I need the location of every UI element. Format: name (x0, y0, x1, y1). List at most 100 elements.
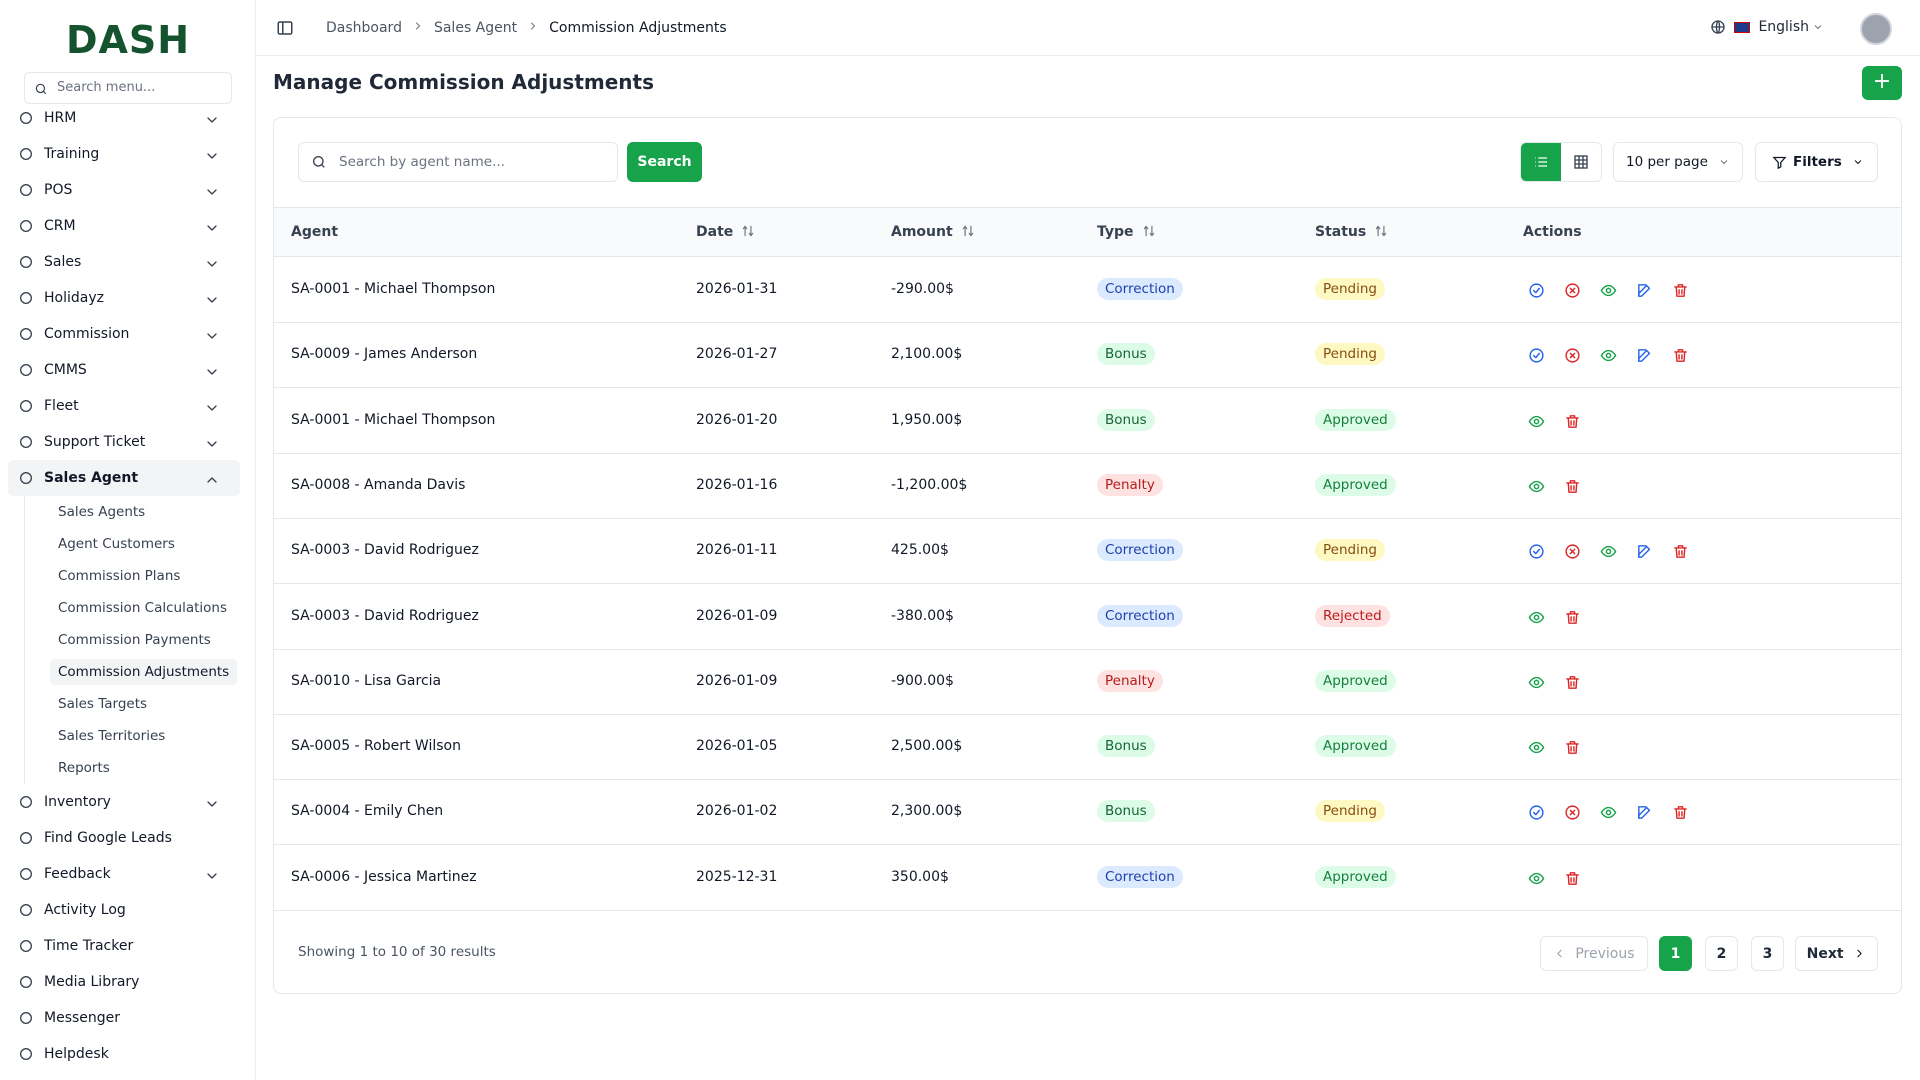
nav-subitem[interactable]: Sales Agents (24, 496, 240, 528)
previous-button[interactable]: Previous (1540, 936, 1648, 971)
column-label: Agent (291, 224, 339, 240)
nav-item[interactable]: CMMS (8, 352, 240, 388)
action-del[interactable] (1672, 282, 1689, 299)
action-del[interactable] (1672, 347, 1689, 364)
breadcrumb[interactable]: Dashboard (326, 19, 402, 36)
nav-item[interactable]: Helpdesk (8, 1036, 240, 1072)
list-view[interactable] (1521, 143, 1561, 181)
table-row: SA-0003 - David Rodriguez 2026-01-11 425.0… (274, 519, 1901, 585)
nav-item[interactable]: Commission (8, 316, 240, 352)
nav-subitem[interactable]: Commission Adjustments (24, 656, 240, 688)
action-view[interactable] (1600, 804, 1617, 821)
action-del[interactable] (1672, 804, 1689, 821)
action-view[interactable] (1528, 478, 1545, 495)
nav-subitem[interactable]: Commission Payments (24, 624, 240, 656)
nav-item[interactable]: Find Google Leads (8, 820, 240, 856)
action-reject[interactable] (1564, 347, 1581, 364)
menu-search[interactable]: Search menu... (24, 72, 232, 104)
column-header[interactable]: Type (1097, 224, 1156, 242)
previous-label: Previous (1575, 945, 1635, 962)
status-badge: Approved (1315, 669, 1396, 692)
breadcrumb[interactable]: Sales Agent (433, 19, 518, 36)
nav-subitem[interactable]: Commission Plans (24, 560, 240, 592)
action-del[interactable] (1564, 413, 1581, 430)
nav-item[interactable]: Sales (8, 244, 240, 280)
action-del[interactable] (1564, 870, 1581, 887)
nav-item[interactable]: Time Tracker (8, 928, 240, 964)
nav-subitem[interactable]: Commission Calculations (24, 592, 240, 624)
results-summary: Showing 1 to 10 of 30 results (298, 944, 496, 960)
action-reject[interactable] (1564, 543, 1581, 560)
nav-item[interactable]: Media Library (8, 964, 240, 1000)
action-view[interactable] (1528, 609, 1545, 626)
action-view[interactable] (1528, 674, 1545, 691)
nav-item[interactable]: Messenger (8, 1000, 240, 1036)
page-button[interactable]: 3 (1751, 936, 1784, 971)
action-del[interactable] (1564, 674, 1581, 691)
cell: -900.00$ (891, 672, 954, 689)
action-view[interactable] (1600, 347, 1617, 364)
table-row: SA-0001 - Michael Thompson 2026-01-20 1,95… (274, 389, 1901, 454)
cell: SA-0006 - Jessica Martinez (291, 868, 477, 885)
action-edit[interactable] (1636, 347, 1653, 364)
nav-subitem[interactable]: Sales Targets (24, 688, 240, 720)
grid-view[interactable] (1561, 143, 1601, 181)
chevron (204, 184, 230, 204)
column-label: Status (1315, 224, 1367, 240)
action-edit[interactable] (1636, 282, 1653, 299)
status-badge: Approved (1315, 735, 1396, 758)
nav-item[interactable]: Inventory (8, 784, 240, 820)
add-button[interactable]: + (1862, 66, 1902, 100)
action-view[interactable] (1600, 282, 1617, 299)
nav-subitem[interactable]: Reports (24, 752, 240, 784)
next-button[interactable]: Next (1795, 936, 1878, 971)
nav-item[interactable]: HRM (8, 100, 240, 136)
nav-item[interactable]: Feedback (8, 856, 240, 892)
topbar: Dashboard Sales Agent Commission Adjustmen… (256, 0, 1920, 56)
nav-item[interactable]: Activity Log (8, 892, 240, 928)
column-label: Date (696, 224, 734, 240)
action-approve[interactable] (1528, 804, 1545, 821)
action-reject[interactable] (1564, 804, 1581, 821)
nav-item[interactable]: Sales Agent (8, 460, 240, 496)
action-del[interactable] (1564, 739, 1581, 756)
action-view[interactable] (1528, 739, 1545, 756)
cell: 2026-01-11 (696, 542, 778, 559)
nav-item[interactable]: CRM (8, 208, 240, 244)
action-view[interactable] (1528, 413, 1545, 430)
status-badge: Approved (1315, 473, 1396, 496)
per-page[interactable]: 10 per page (1613, 142, 1743, 182)
column-header[interactable]: Status (1315, 224, 1388, 242)
nav-item[interactable]: Training (8, 136, 240, 172)
nav-subitem[interactable]: Agent Customers (24, 528, 240, 560)
search-button[interactable]: Search (627, 142, 702, 182)
page-button[interactable]: 1 (1659, 936, 1692, 971)
page-button[interactable]: 2 (1705, 936, 1738, 971)
language[interactable]: English (1710, 19, 1824, 35)
agent-search[interactable]: Search by agent name... (298, 142, 618, 182)
action-del[interactable] (1564, 478, 1581, 495)
nav-item[interactable]: Holidayz (8, 280, 240, 316)
nav-item[interactable]: Support Ticket (8, 424, 240, 460)
action-edit[interactable] (1636, 804, 1653, 821)
nav-subitem[interactable]: Sales Territories (24, 720, 240, 752)
action-approve[interactable] (1528, 347, 1545, 364)
action-approve[interactable] (1528, 282, 1545, 299)
filters[interactable]: Filters (1755, 142, 1878, 182)
action-reject[interactable] (1564, 282, 1581, 299)
action-view[interactable] (1600, 543, 1617, 560)
sidebar-toggle[interactable] (276, 19, 294, 37)
action-edit[interactable] (1636, 543, 1653, 560)
action-del[interactable] (1564, 609, 1581, 626)
nav-item[interactable]: POS (8, 172, 240, 208)
action-del[interactable] (1672, 543, 1689, 560)
nav-sublabel: Sales Territories (58, 728, 166, 744)
column-header[interactable]: Date (696, 224, 755, 242)
nav-item[interactable]: Fleet (8, 388, 240, 424)
column-header[interactable]: Amount (891, 224, 975, 242)
action-view[interactable] (1528, 870, 1545, 887)
avatar[interactable] (1860, 13, 1892, 45)
action-approve[interactable] (1528, 543, 1545, 560)
next-label: Next (1806, 945, 1844, 962)
cell: 2026-01-16 (696, 476, 778, 493)
